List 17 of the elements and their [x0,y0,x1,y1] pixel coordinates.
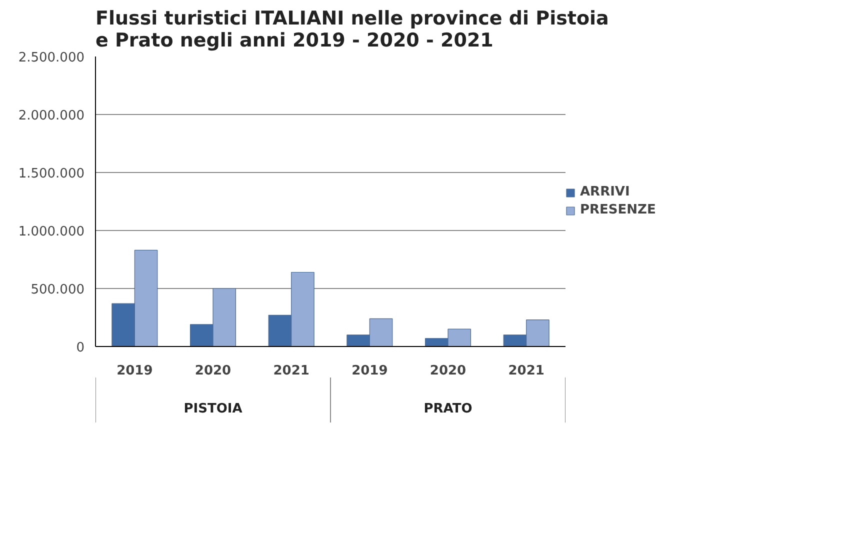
x-tick-label: 2019 [116,364,153,378]
y-tick-label: 500.000 [30,282,85,298]
y-tick-label: 2.000.000 [18,108,85,124]
x-tick-label: 2021 [508,364,544,378]
chart-title: Flussi turistici ITALIANI nelle province di Pistoia e Prato negli anni 2019 - 2020 - 2021 [96,8,609,52]
y-tick-label: 0 [76,340,85,356]
y-tick-label: 2.500.000 [18,50,85,66]
y-tick-label: 1.000.000 [18,224,85,240]
legend-label: PRESENZE [580,202,656,218]
x-tick-label: 2020 [430,364,466,378]
x-tick-label: 2020 [194,364,232,378]
x-tick-label: 2021 [273,364,310,378]
x-tick-label: 2019 [352,364,388,378]
text: PRATO [424,402,472,416]
y-tick-label: 1.500.000 [18,166,85,182]
text: PISTOIA [184,402,242,416]
legend-label: ARRIVI [580,184,630,200]
